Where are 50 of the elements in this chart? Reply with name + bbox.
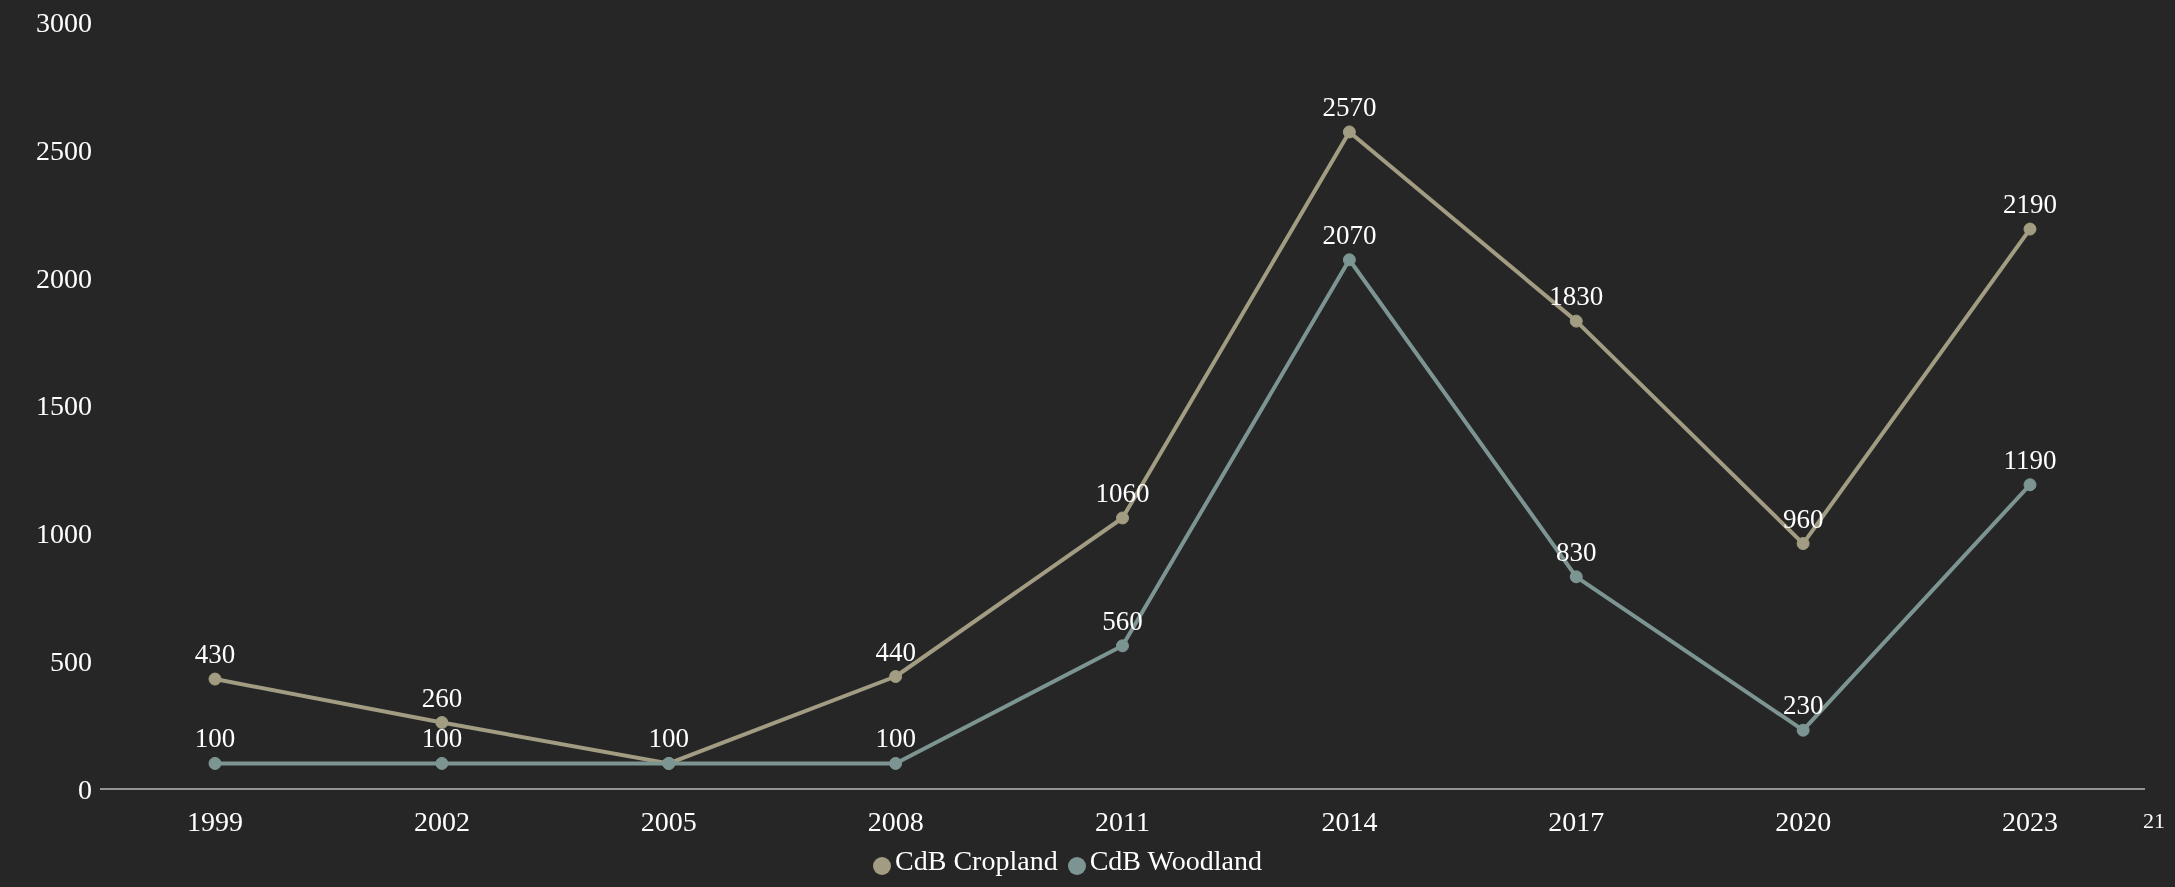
data-label: 560 (1102, 605, 1143, 636)
y-tick-label: 2000 (36, 262, 92, 294)
data-label: 230 (1782, 690, 1824, 721)
point (2023, 222, 2037, 236)
point (1342, 253, 1356, 267)
data-label: 440 (875, 636, 916, 667)
point (208, 756, 222, 770)
text: 21 (2143, 808, 2165, 834)
data-label: 2570 (1322, 91, 1377, 122)
data-label: 1190 (2003, 444, 2057, 475)
data-label: 100 (875, 723, 916, 754)
data-label: 260 (421, 682, 463, 713)
y-tick-label: 3000 (36, 6, 92, 38)
point (1796, 537, 1810, 551)
y-tick-label: 1500 (36, 390, 92, 422)
legend-label: CdB Cropland (895, 845, 1058, 876)
x-tick-label: 2020 (1775, 805, 1832, 837)
x-tick-label: 2002 (413, 805, 470, 837)
x-tick-label: 2017 (1548, 805, 1605, 837)
data-label: 830 (1556, 536, 1597, 567)
data-label: 100 (194, 723, 236, 754)
y-tick-label: 1000 (36, 518, 92, 550)
point (208, 672, 222, 686)
x-tick-label: 2005 (640, 805, 697, 837)
legend-label: CdB Woodland (1089, 845, 1262, 876)
x-tick-label: 2014 (1321, 805, 1378, 837)
x-tick-label: 1999 (187, 805, 243, 837)
point (435, 716, 449, 730)
data-label: 100 (648, 723, 689, 754)
data-label: 430 (194, 639, 236, 670)
y-tick-label: 2500 (36, 134, 92, 166)
point (1116, 639, 1129, 653)
point (1796, 723, 1810, 737)
point (1116, 511, 1129, 525)
y-tick-label: 500 (50, 646, 92, 678)
point (1569, 570, 1583, 584)
y-tick-label: 0 (78, 773, 92, 805)
data-label: 1830 (1549, 281, 1604, 312)
point (2023, 478, 2037, 492)
data-label: 2070 (1322, 219, 1377, 250)
point (1342, 125, 1356, 139)
x-tick-label: 2008 (867, 805, 924, 837)
data-label: 100 (421, 723, 463, 754)
data-label: 2190 (2003, 189, 2057, 220)
x-tick-label: 2023 (2002, 805, 2058, 837)
point (889, 756, 903, 770)
point (889, 670, 903, 684)
x-tick-label: 2011 (1095, 805, 1150, 837)
point (1569, 314, 1583, 328)
point (435, 756, 449, 770)
